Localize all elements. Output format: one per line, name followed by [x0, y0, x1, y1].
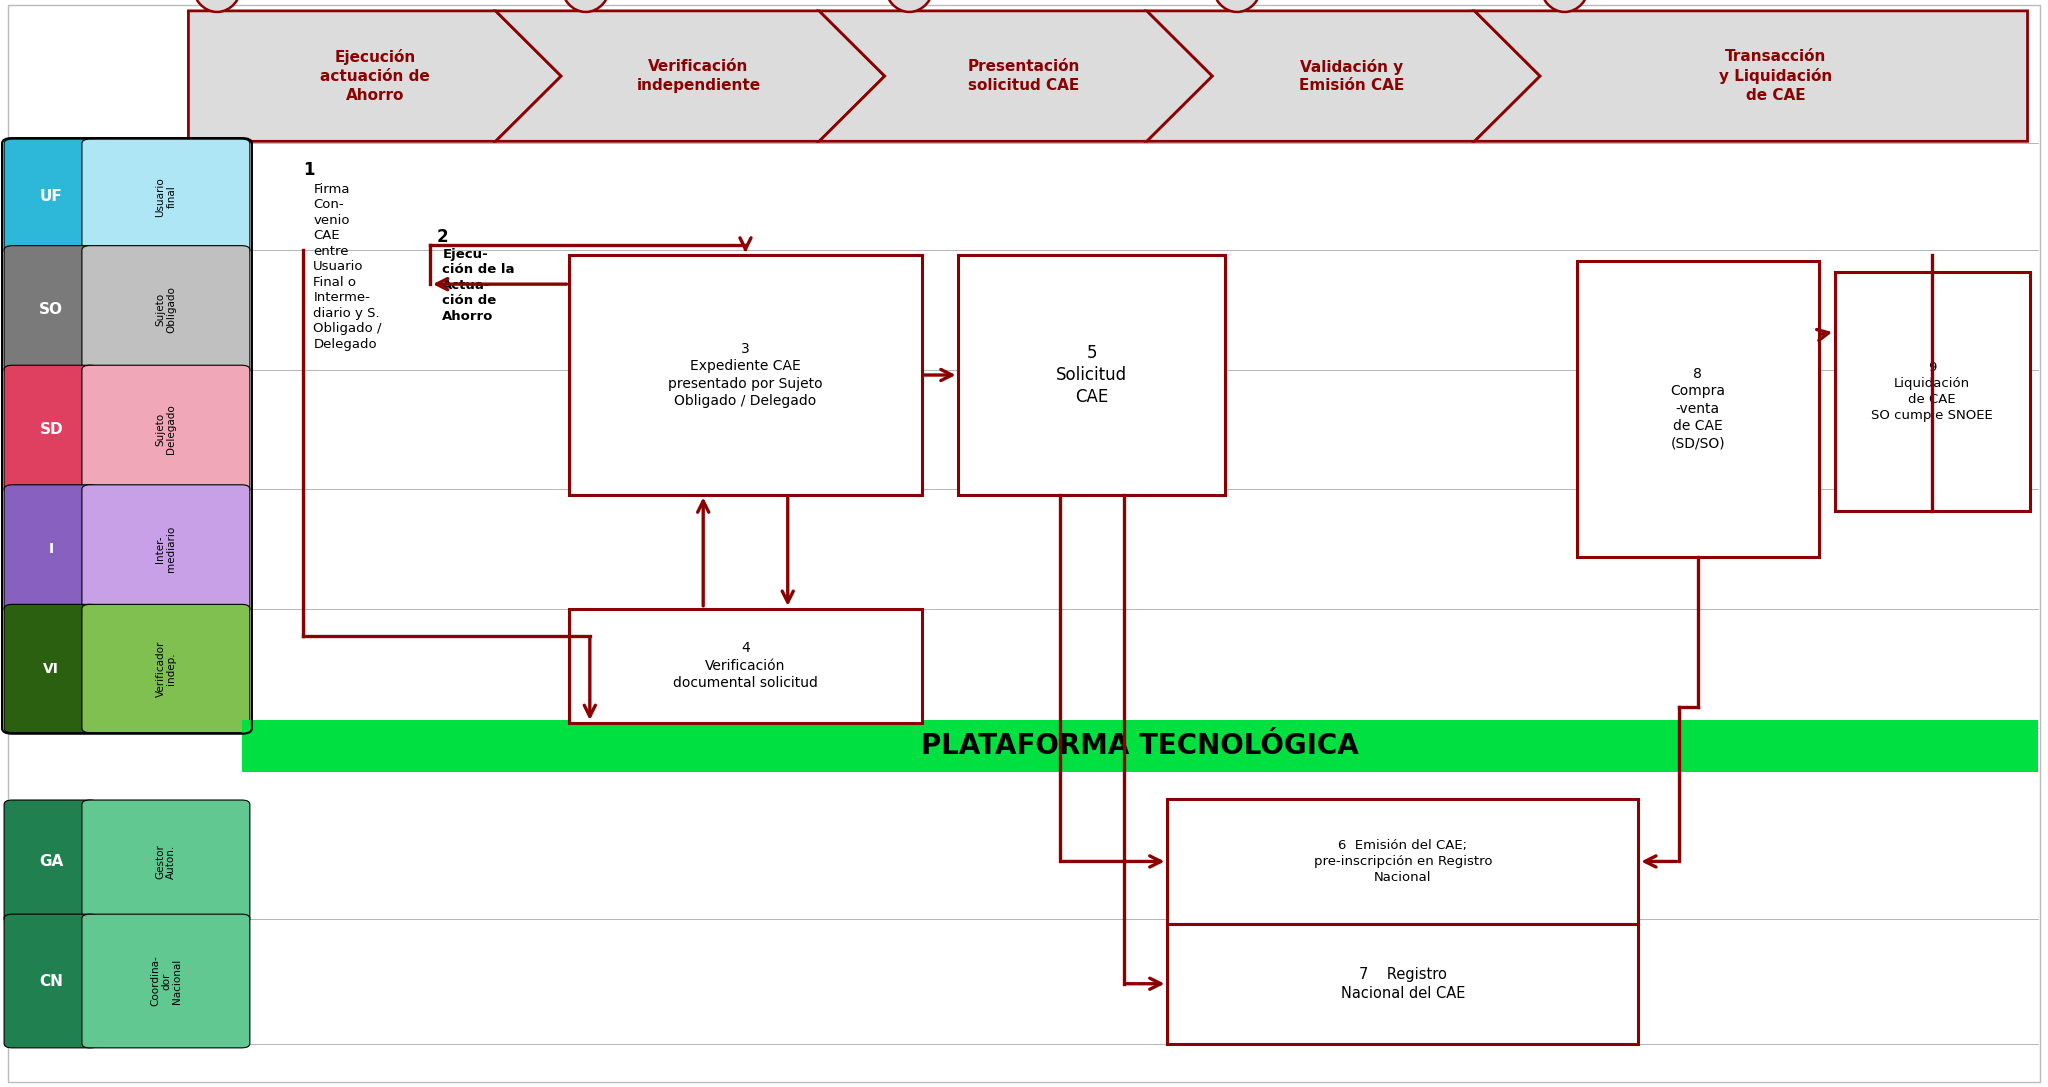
Ellipse shape	[1540, 0, 1589, 12]
Text: VI: VI	[43, 662, 59, 675]
FancyBboxPatch shape	[82, 139, 250, 254]
Text: Gestor
Auton.: Gestor Auton.	[156, 844, 176, 879]
Text: Verificación
independiente: Verificación independiente	[637, 60, 760, 92]
Ellipse shape	[885, 0, 934, 12]
FancyBboxPatch shape	[4, 365, 98, 493]
Text: UF: UF	[39, 189, 63, 204]
FancyBboxPatch shape	[242, 720, 2038, 772]
FancyBboxPatch shape	[4, 800, 98, 923]
Ellipse shape	[561, 0, 610, 12]
FancyBboxPatch shape	[958, 255, 1225, 495]
Text: 8
Compra
-venta
de CAE
(SD/SO): 8 Compra -venta de CAE (SD/SO)	[1671, 367, 1724, 450]
Text: Ejecución
actuación de
Ahorro: Ejecución actuación de Ahorro	[319, 50, 430, 102]
Polygon shape	[819, 11, 1212, 141]
Text: Ejecu-
ción de la
Actua-
ción de
Ahorro: Ejecu- ción de la Actua- ción de Ahorro	[442, 248, 514, 323]
FancyBboxPatch shape	[82, 800, 250, 923]
FancyBboxPatch shape	[82, 604, 250, 733]
Text: Sujeto
Obligado: Sujeto Obligado	[156, 286, 176, 334]
Text: 3
Expediente CAE
presentado por Sujeto
Obligado / Delegado: 3 Expediente CAE presentado por Sujeto O…	[668, 342, 823, 408]
FancyBboxPatch shape	[4, 604, 98, 733]
Text: 4
Verificación
documental solicitud: 4 Verificación documental solicitud	[674, 641, 817, 690]
FancyBboxPatch shape	[1167, 924, 1638, 1044]
FancyBboxPatch shape	[1835, 272, 2030, 511]
FancyBboxPatch shape	[569, 609, 922, 723]
FancyBboxPatch shape	[4, 485, 98, 613]
Text: Firma
Con-
venio
CAE
entre
Usuario
Final o
Interme-
diario y S.
Obligado /
Deleg: Firma Con- venio CAE entre Usuario Final…	[313, 183, 381, 351]
Polygon shape	[188, 11, 561, 141]
Text: Inter-
mediario: Inter- mediario	[156, 526, 176, 572]
Ellipse shape	[1212, 0, 1262, 12]
Ellipse shape	[193, 0, 242, 12]
Text: 1: 1	[303, 161, 315, 179]
Text: 5
Solicitud
CAE: 5 Solicitud CAE	[1057, 343, 1126, 407]
Text: Validación y
Emisión CAE: Validación y Emisión CAE	[1298, 59, 1405, 93]
Text: SD: SD	[39, 422, 63, 437]
FancyBboxPatch shape	[82, 365, 250, 493]
Text: SO: SO	[39, 302, 63, 317]
Polygon shape	[1475, 11, 2028, 141]
Text: 7    Registro
Nacional del CAE: 7 Registro Nacional del CAE	[1341, 967, 1464, 1000]
FancyBboxPatch shape	[4, 139, 98, 254]
Polygon shape	[496, 11, 885, 141]
Text: Usuario
final: Usuario final	[156, 177, 176, 216]
Text: GA: GA	[39, 854, 63, 869]
FancyBboxPatch shape	[4, 914, 98, 1048]
FancyBboxPatch shape	[82, 914, 250, 1048]
FancyBboxPatch shape	[82, 485, 250, 613]
FancyBboxPatch shape	[82, 246, 250, 374]
Text: 2: 2	[436, 228, 449, 247]
Text: Sujeto
Delegado: Sujeto Delegado	[156, 404, 176, 454]
Text: Verificador
indep.: Verificador indep.	[156, 640, 176, 697]
FancyBboxPatch shape	[4, 246, 98, 374]
Text: Transacción
y Liquidación
de CAE: Transacción y Liquidación de CAE	[1718, 49, 1833, 103]
Text: 9
Liquidación
de CAE
SO cumple SNOEE: 9 Liquidación de CAE SO cumple SNOEE	[1872, 361, 1993, 422]
Text: Coordina-
dor
Nacional: Coordina- dor Nacional	[150, 955, 182, 1007]
FancyBboxPatch shape	[1577, 261, 1819, 557]
Text: Presentación
solicitud CAE: Presentación solicitud CAE	[969, 60, 1079, 92]
Text: 6  Emisión del CAE;
pre-inscripción en Registro
Nacional: 6 Emisión del CAE; pre-inscripción en Re…	[1313, 839, 1493, 884]
FancyBboxPatch shape	[569, 255, 922, 495]
Text: CN: CN	[39, 974, 63, 988]
Polygon shape	[1147, 11, 1540, 141]
Text: PLATAFORMA TECNOLÓGICA: PLATAFORMA TECNOLÓGICA	[922, 732, 1358, 760]
Text: I: I	[49, 542, 53, 555]
FancyBboxPatch shape	[1167, 799, 1638, 924]
